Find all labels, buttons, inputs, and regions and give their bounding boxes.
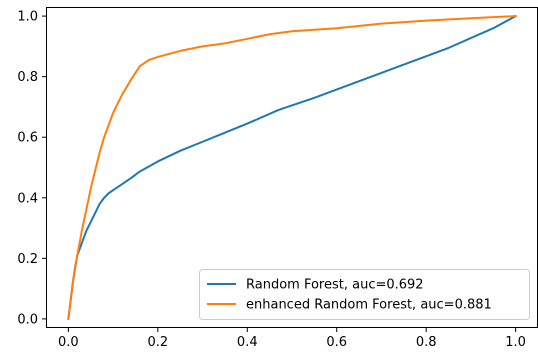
legend-label-1: enhanced Random Forest, auc=0.881 [246,298,492,313]
y-tick-label: 0.6 [17,131,38,146]
x-tick-label: 0.8 [416,335,437,350]
x-tick-label: 0.2 [147,335,168,350]
x-tick-label: 0.6 [326,335,347,350]
series-line-0 [67,14,517,321]
y-tick-label: 0.2 [17,252,38,267]
series-layer [67,14,517,321]
x-tick-label: 0.0 [58,335,79,350]
legend-label-0: Random Forest, auc=0.692 [246,278,424,293]
x-tick-label: 0.4 [237,335,258,350]
y-tick-label: 0.4 [17,191,38,206]
series-line-1 [67,15,517,321]
x-tick-label: 1.0 [505,335,526,350]
axes-layer: 0.0 0.2 0.4 0.6 0.8 1.0 0.0 0.2 0.4 0.6 0.8 1.0 [17,7,538,350]
y-tick-label: 0.8 [17,70,38,85]
legend-box [199,269,530,320]
y-tick-label: 1.0 [17,10,38,25]
legend: Random Forest, auc=0.692 enhanced Random … [199,269,530,320]
y-tick-label: 0.0 [17,312,38,327]
